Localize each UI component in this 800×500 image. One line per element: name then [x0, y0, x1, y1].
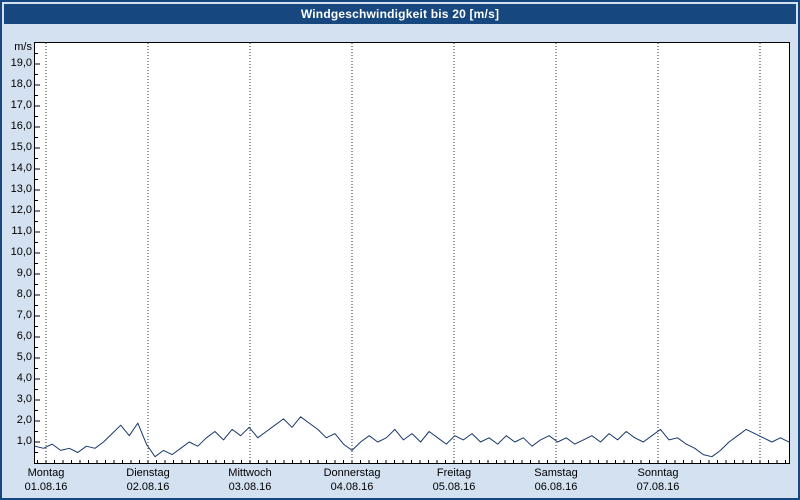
y-tick-label: 17,0 — [10, 99, 32, 111]
x-axis-day-label: Samstag 06.08.16 — [511, 467, 601, 493]
y-tick-label: 8,0 — [16, 288, 32, 300]
x-axis-day-label: Sonntag 07.08.16 — [613, 467, 703, 493]
plot-area — [34, 42, 790, 464]
day-name: Freitag — [436, 467, 472, 479]
y-tick-label: 19,0 — [10, 57, 32, 69]
x-axis-day-label: Donnerstag 04.08.16 — [307, 467, 397, 493]
day-date: 06.08.16 — [534, 481, 578, 493]
x-axis-day-label: Freitag 05.08.16 — [409, 467, 499, 493]
y-tick-label: 5,0 — [16, 351, 32, 363]
x-axis-day-label: Montag 01.08.16 — [2, 467, 91, 493]
x-axis-day-label: Dienstag 02.08.16 — [103, 467, 193, 493]
y-tick-label: 15,0 — [10, 141, 32, 153]
day-name: Dienstag — [126, 467, 170, 479]
x-axis-day-label: Mittwoch 03.08.16 — [205, 467, 295, 493]
day-name: Mittwoch — [228, 467, 272, 479]
y-tick-label: 2,0 — [16, 414, 32, 426]
y-tick-label: 14,0 — [10, 162, 32, 174]
day-name: Montag — [27, 467, 65, 479]
y-tick-label: 11,0 — [11, 225, 32, 237]
wind-speed-line-chart — [35, 43, 789, 463]
day-date: 07.08.16 — [636, 481, 680, 493]
day-date: 01.08.16 — [24, 481, 68, 493]
day-date: 05.08.16 — [432, 481, 476, 493]
day-date: 02.08.16 — [126, 481, 170, 493]
y-tick-label: 16,0 — [10, 120, 32, 132]
chart-title: Windgeschwindigkeit bis 20 [m/s] — [300, 7, 500, 21]
y-tick-label: 18,0 — [10, 78, 32, 90]
y-tick-label: 7,0 — [16, 309, 32, 321]
y-tick-label: 1,0 — [16, 435, 32, 447]
y-tick-label: 3,0 — [16, 393, 32, 405]
y-axis-unit-label: m/s — [14, 41, 32, 53]
day-name: Sonntag — [637, 467, 679, 479]
y-tick-label: 12,0 — [10, 204, 32, 216]
day-date: 04.08.16 — [330, 481, 374, 493]
y-tick-label: 6,0 — [16, 330, 32, 342]
chart-title-bar: Windgeschwindigkeit bis 20 [m/s] — [4, 4, 796, 24]
y-tick-label: 4,0 — [16, 372, 32, 384]
y-tick-label: 9,0 — [16, 267, 32, 279]
day-name: Samstag — [534, 467, 578, 479]
y-tick-label: 10,0 — [10, 246, 32, 258]
y-tick-label: 13,0 — [10, 183, 32, 195]
day-date: 03.08.16 — [228, 481, 272, 493]
day-name: Donnerstag — [323, 467, 381, 479]
